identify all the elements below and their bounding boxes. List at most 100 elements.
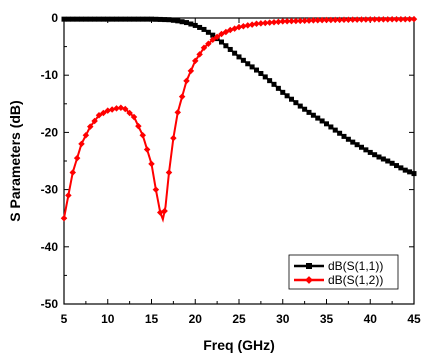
data-point (82, 132, 90, 139)
data-point (219, 39, 224, 45)
legend: dB(S(1,1))dB(S(1,2)) (288, 254, 399, 290)
data-point (249, 64, 255, 70)
data-point (253, 20, 260, 27)
data-point (174, 109, 181, 116)
data-point (143, 146, 151, 153)
y-axis-title: S Parameters (dB) (7, 100, 23, 221)
data-point (244, 22, 251, 29)
data-point (279, 18, 286, 25)
y-tick-label: -50 (41, 297, 59, 311)
x-tick-label: 20 (189, 312, 203, 326)
data-point (187, 67, 195, 75)
data-point (297, 103, 303, 109)
data-point (65, 192, 72, 199)
data-point (358, 16, 365, 23)
data-point (87, 16, 93, 22)
data-point (114, 16, 119, 22)
data-point (197, 24, 203, 30)
data-point (131, 16, 137, 22)
data-point (196, 51, 203, 58)
data-point (297, 17, 304, 25)
data-point (310, 112, 316, 118)
data-point (183, 77, 190, 85)
data-point (139, 132, 146, 139)
data-point (87, 123, 94, 130)
data-point (349, 16, 356, 23)
data-point (152, 186, 160, 193)
data-point (192, 22, 198, 28)
data-point (337, 130, 343, 136)
data-point (162, 17, 168, 23)
data-point (402, 15, 409, 23)
data-point (402, 167, 408, 173)
data-point (95, 111, 103, 119)
data-point (83, 16, 89, 22)
y-tick-label: -40 (41, 240, 59, 254)
data-point (332, 16, 339, 24)
data-point (280, 89, 286, 95)
x-tick-label: 15 (145, 312, 159, 326)
data-point (96, 16, 102, 22)
legend-box (288, 254, 399, 290)
data-point (363, 147, 369, 153)
data-point (318, 16, 326, 24)
data-point (218, 30, 225, 38)
legend-items: dB(S(1,1))dB(S(1,2)) (294, 259, 383, 287)
data-point (122, 16, 128, 22)
data-point (92, 16, 98, 22)
data-point (70, 16, 76, 22)
x-axis-title: Freq (GHz) (203, 337, 275, 353)
data-point (319, 118, 325, 124)
data-point (397, 15, 405, 23)
x-tick-label: 25 (232, 312, 246, 326)
data-point (245, 61, 251, 67)
data-point (73, 154, 81, 162)
legend-label: dB(S(1,2)) (328, 273, 383, 287)
data-point (380, 16, 387, 23)
data-point (258, 70, 264, 76)
data-point (175, 18, 181, 24)
data-point (74, 16, 80, 22)
x-tick-label: 40 (364, 312, 378, 326)
data-point (389, 160, 395, 166)
data-point (149, 16, 154, 22)
data-point (100, 109, 107, 117)
data-point (192, 57, 199, 65)
data-point (227, 46, 233, 52)
data-point (293, 100, 299, 106)
data-point (380, 156, 386, 162)
x-tick-label: 10 (101, 312, 115, 326)
data-point (126, 109, 133, 117)
data-point (254, 67, 259, 73)
y-tick-label: -10 (41, 68, 59, 82)
data-point (284, 93, 290, 99)
data-point (209, 36, 216, 43)
data-point (232, 50, 238, 56)
x-tick-label: 35 (320, 312, 334, 326)
legend-marker (306, 263, 312, 269)
data-point (170, 134, 177, 142)
series-1 (61, 16, 417, 177)
data-point (283, 18, 291, 25)
data-point (314, 17, 321, 24)
data-point (205, 40, 212, 47)
data-point (205, 29, 211, 35)
data-point (305, 17, 313, 24)
data-point (393, 16, 400, 23)
data-point (354, 142, 360, 148)
data-point (267, 78, 273, 84)
data-point (367, 16, 374, 23)
data-point (345, 16, 352, 23)
data-point (130, 113, 138, 121)
data-point (336, 16, 343, 24)
data-point (135, 16, 141, 22)
series-line (63, 18, 415, 223)
data-point (184, 20, 189, 26)
data-point (350, 139, 356, 145)
data-point (61, 16, 67, 22)
data-point (289, 96, 294, 102)
data-point (328, 124, 334, 130)
data-point (109, 16, 115, 22)
data-point (257, 20, 265, 27)
data-point (178, 93, 186, 100)
